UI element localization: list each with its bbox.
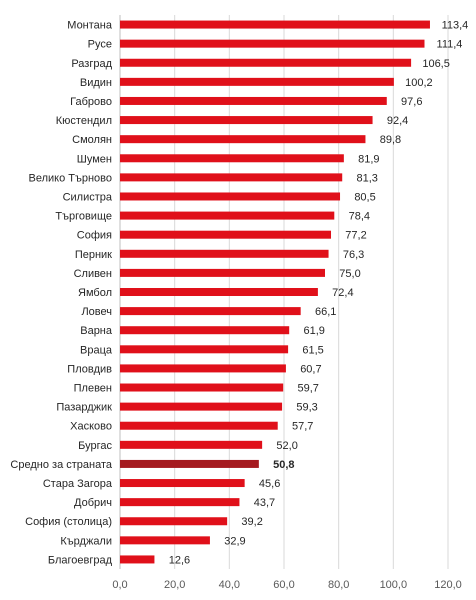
bar-16: [120, 326, 290, 335]
category-label-1: Русе: [88, 39, 112, 51]
value-label-15: 66,1: [315, 306, 336, 318]
category-label-2: Разград: [71, 58, 112, 70]
category-label-14: Ямбол: [78, 287, 112, 299]
x-tick-label-0: 0,0: [112, 579, 127, 591]
category-label-13: Сливен: [74, 268, 112, 280]
bar-18: [120, 364, 286, 373]
x-tick-label-5: 100,0: [380, 579, 408, 591]
value-label-6: 89,8: [380, 134, 401, 146]
x-tick-label-3: 60,0: [273, 579, 294, 591]
bar-11: [120, 230, 332, 239]
value-label-16: 61,9: [303, 325, 324, 337]
bar-4: [120, 96, 387, 105]
x-tick-label-1: 20,0: [164, 579, 185, 591]
category-labels: Монтана Русе Разград Видин Габрово Кюстендил С…: [10, 20, 112, 567]
category-label-26: София (столица): [25, 516, 112, 528]
bar-15: [120, 307, 301, 316]
value-label-7: 81,9: [358, 153, 379, 165]
bar-22: [120, 440, 263, 449]
category-label-22: Бургас: [78, 440, 112, 452]
value-label-19: 59,7: [297, 383, 318, 395]
x-tick-label-6: 120,0: [434, 579, 462, 591]
bar-24: [120, 479, 245, 488]
bar-23: [120, 459, 259, 468]
category-label-18: Пловдив: [67, 363, 112, 375]
category-label-21: Хасково: [70, 421, 112, 433]
value-label-25: 43,7: [254, 497, 275, 509]
category-label-16: Варна: [80, 325, 113, 337]
value-label-10: 78,4: [349, 211, 370, 223]
category-label-8: Велико Търново: [28, 172, 112, 184]
category-label-19: Плевен: [74, 383, 112, 395]
category-label-27: Кърджали: [60, 535, 112, 547]
value-label-8: 81,3: [357, 172, 378, 184]
bar-8: [120, 173, 343, 182]
bar-10: [120, 211, 335, 220]
category-label-24: Стара Загора: [43, 478, 113, 490]
bar-1: [120, 39, 425, 48]
value-label-27: 32,9: [224, 535, 245, 547]
category-label-4: Габрово: [70, 96, 112, 108]
value-label-21: 57,7: [292, 421, 313, 433]
bar-9: [120, 192, 341, 201]
value-label-2: 106,5: [422, 58, 450, 70]
value-label-12: 76,3: [343, 249, 364, 261]
bars: [120, 20, 430, 564]
value-label-14: 72,4: [332, 287, 353, 299]
category-label-20: Пазарджик: [56, 402, 112, 414]
category-label-9: Силистра: [63, 191, 113, 203]
bar-0: [120, 20, 430, 29]
category-label-25: Добрич: [74, 497, 112, 509]
x-tick-label-2: 40,0: [219, 579, 240, 591]
bar-19: [120, 383, 284, 392]
value-label-26: 39,2: [241, 516, 262, 528]
value-label-13: 75,0: [339, 268, 360, 280]
value-label-24: 45,6: [259, 478, 280, 490]
category-label-15: Ловеч: [81, 306, 112, 318]
bar-7: [120, 154, 344, 163]
bar-21: [120, 421, 278, 430]
value-label-18: 60,7: [300, 363, 321, 375]
value-label-4: 97,6: [401, 96, 422, 108]
value-label-1: 111,4: [437, 39, 463, 51]
bar-27: [120, 536, 210, 545]
category-label-7: Шумен: [77, 153, 112, 165]
value-label-3: 100,2: [405, 77, 433, 89]
x-axis-ticks: 0,0 20,0 40,0 60,0 80,0 100,0 120,0: [112, 579, 461, 591]
category-label-28: Благоевград: [48, 554, 113, 566]
value-label-22: 52,0: [276, 440, 297, 452]
value-label-23: 50,8: [273, 459, 294, 471]
value-label-20: 59,3: [296, 402, 317, 414]
bar-20: [120, 402, 283, 411]
category-label-3: Видин: [80, 77, 112, 89]
category-label-5: Кюстендил: [56, 115, 112, 127]
category-label-11: София: [77, 230, 112, 242]
value-label-11: 77,2: [345, 230, 366, 242]
bar-17: [120, 345, 289, 354]
category-label-12: Перник: [75, 249, 112, 261]
bar-6: [120, 135, 366, 144]
bar-26: [120, 517, 228, 526]
category-label-6: Смолян: [72, 134, 112, 146]
value-label-17: 61,5: [302, 344, 323, 356]
x-tick-label-4: 80,0: [328, 579, 349, 591]
bar-12: [120, 249, 329, 258]
bar-14: [120, 288, 318, 296]
bar-3: [120, 77, 394, 86]
value-label-28: 12,6: [169, 554, 190, 566]
bar-28: [120, 555, 155, 564]
category-label-0: Монтана: [67, 20, 113, 32]
category-label-10: Търговище: [55, 211, 112, 223]
bar-5: [120, 116, 373, 125]
bar-25: [120, 498, 240, 507]
value-label-5: 92,4: [387, 115, 408, 127]
category-label-17: Враца: [80, 344, 113, 356]
value-label-9: 80,5: [354, 191, 375, 203]
bar-2: [120, 58, 412, 67]
category-label-23: Средно за страната: [10, 459, 112, 471]
bar-13: [120, 268, 325, 277]
value-label-0: 113,4: [442, 20, 469, 32]
value-labels: 113,4 111,4 106,5 100,2 97,6 92,4 89,881,9 81,3…: [169, 20, 469, 567]
